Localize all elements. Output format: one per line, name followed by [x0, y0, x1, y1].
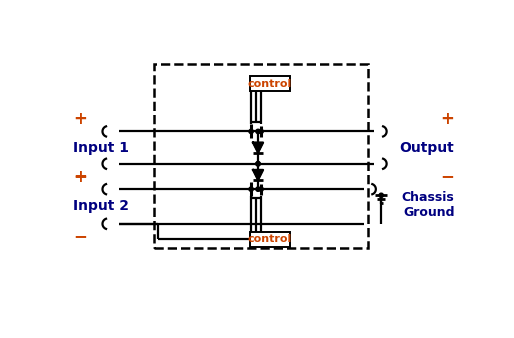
Circle shape — [256, 162, 260, 166]
Text: Chassis
Ground: Chassis Ground — [401, 191, 454, 219]
Circle shape — [249, 187, 253, 191]
Text: Input 1: Input 1 — [73, 141, 129, 154]
FancyBboxPatch shape — [250, 232, 289, 247]
Circle shape — [256, 129, 260, 134]
Polygon shape — [253, 143, 263, 152]
Text: control: control — [247, 79, 292, 89]
Text: +: + — [73, 168, 87, 186]
Circle shape — [256, 162, 260, 166]
Text: Input 2: Input 2 — [73, 199, 129, 214]
Text: −: − — [73, 227, 87, 245]
Circle shape — [249, 129, 253, 134]
Text: +: + — [73, 110, 87, 128]
Circle shape — [379, 193, 383, 197]
Circle shape — [256, 187, 260, 191]
Polygon shape — [253, 170, 263, 180]
Text: control: control — [247, 234, 292, 244]
Text: −: − — [73, 167, 87, 185]
Text: +: + — [440, 110, 454, 128]
Circle shape — [259, 129, 263, 134]
Text: −: − — [440, 167, 454, 185]
Text: Output: Output — [400, 141, 454, 154]
FancyBboxPatch shape — [250, 76, 289, 91]
Circle shape — [259, 187, 263, 191]
